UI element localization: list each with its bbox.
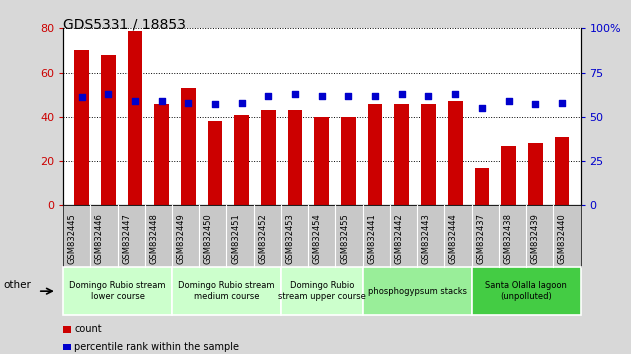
- Text: GSM832443: GSM832443: [422, 213, 431, 264]
- Text: GSM832444: GSM832444: [449, 214, 458, 264]
- Bar: [421, 104, 436, 205]
- Text: Domingo Rubio stream
medium course: Domingo Rubio stream medium course: [178, 281, 274, 301]
- Bar: [501, 145, 516, 205]
- Bar: [127, 30, 143, 205]
- Bar: [208, 121, 223, 205]
- Text: GDS5331 / 18853: GDS5331 / 18853: [63, 18, 186, 32]
- Point: [290, 91, 300, 97]
- Bar: [155, 104, 169, 205]
- Point: [504, 98, 514, 104]
- Point: [477, 105, 487, 111]
- Text: GSM832452: GSM832452: [258, 214, 268, 264]
- Bar: [288, 110, 302, 205]
- Text: GSM832442: GSM832442: [394, 214, 403, 264]
- Text: GSM832448: GSM832448: [150, 213, 158, 264]
- Bar: [448, 101, 463, 205]
- Bar: [528, 143, 543, 205]
- Text: GSM832437: GSM832437: [476, 213, 485, 264]
- Text: Domingo Rubio stream
lower course: Domingo Rubio stream lower course: [69, 281, 166, 301]
- Text: Domingo Rubio
stream upper course: Domingo Rubio stream upper course: [278, 281, 366, 301]
- Bar: [101, 55, 115, 205]
- Point: [397, 91, 407, 97]
- Text: GSM832455: GSM832455: [340, 214, 349, 264]
- Bar: [555, 137, 569, 205]
- Text: GSM832451: GSM832451: [231, 214, 240, 264]
- Bar: [314, 117, 329, 205]
- Text: percentile rank within the sample: percentile rank within the sample: [74, 342, 239, 352]
- Text: GSM832440: GSM832440: [558, 214, 567, 264]
- Text: GSM832446: GSM832446: [95, 213, 104, 264]
- Point: [156, 98, 167, 104]
- Point: [184, 100, 194, 105]
- Text: count: count: [74, 324, 102, 334]
- Text: phosphogypsum stacks: phosphogypsum stacks: [368, 287, 466, 296]
- Point: [423, 93, 433, 98]
- Text: GSM832450: GSM832450: [204, 214, 213, 264]
- Text: GSM832449: GSM832449: [177, 214, 186, 264]
- Point: [343, 93, 353, 98]
- Bar: [394, 104, 409, 205]
- Point: [103, 91, 114, 97]
- Bar: [475, 168, 489, 205]
- Bar: [368, 104, 382, 205]
- Point: [77, 95, 87, 100]
- Text: Santa Olalla lagoon
(unpolluted): Santa Olalla lagoon (unpolluted): [485, 281, 567, 301]
- Bar: [235, 115, 249, 205]
- Text: GSM832438: GSM832438: [504, 213, 512, 264]
- Bar: [261, 110, 276, 205]
- Text: GSM832447: GSM832447: [122, 213, 131, 264]
- Bar: [181, 88, 196, 205]
- Point: [263, 93, 273, 98]
- Bar: [341, 117, 356, 205]
- Bar: [74, 51, 89, 205]
- Point: [210, 102, 220, 107]
- Point: [530, 102, 540, 107]
- Point: [130, 98, 140, 104]
- Point: [317, 93, 327, 98]
- Text: GSM832441: GSM832441: [367, 214, 376, 264]
- Text: GSM832445: GSM832445: [68, 214, 77, 264]
- Point: [450, 91, 460, 97]
- Point: [237, 100, 247, 105]
- Point: [370, 93, 380, 98]
- Text: other: other: [3, 280, 31, 290]
- Point: [557, 100, 567, 105]
- Text: GSM832453: GSM832453: [286, 213, 295, 264]
- Text: GSM832454: GSM832454: [313, 214, 322, 264]
- Text: GSM832439: GSM832439: [531, 213, 540, 264]
